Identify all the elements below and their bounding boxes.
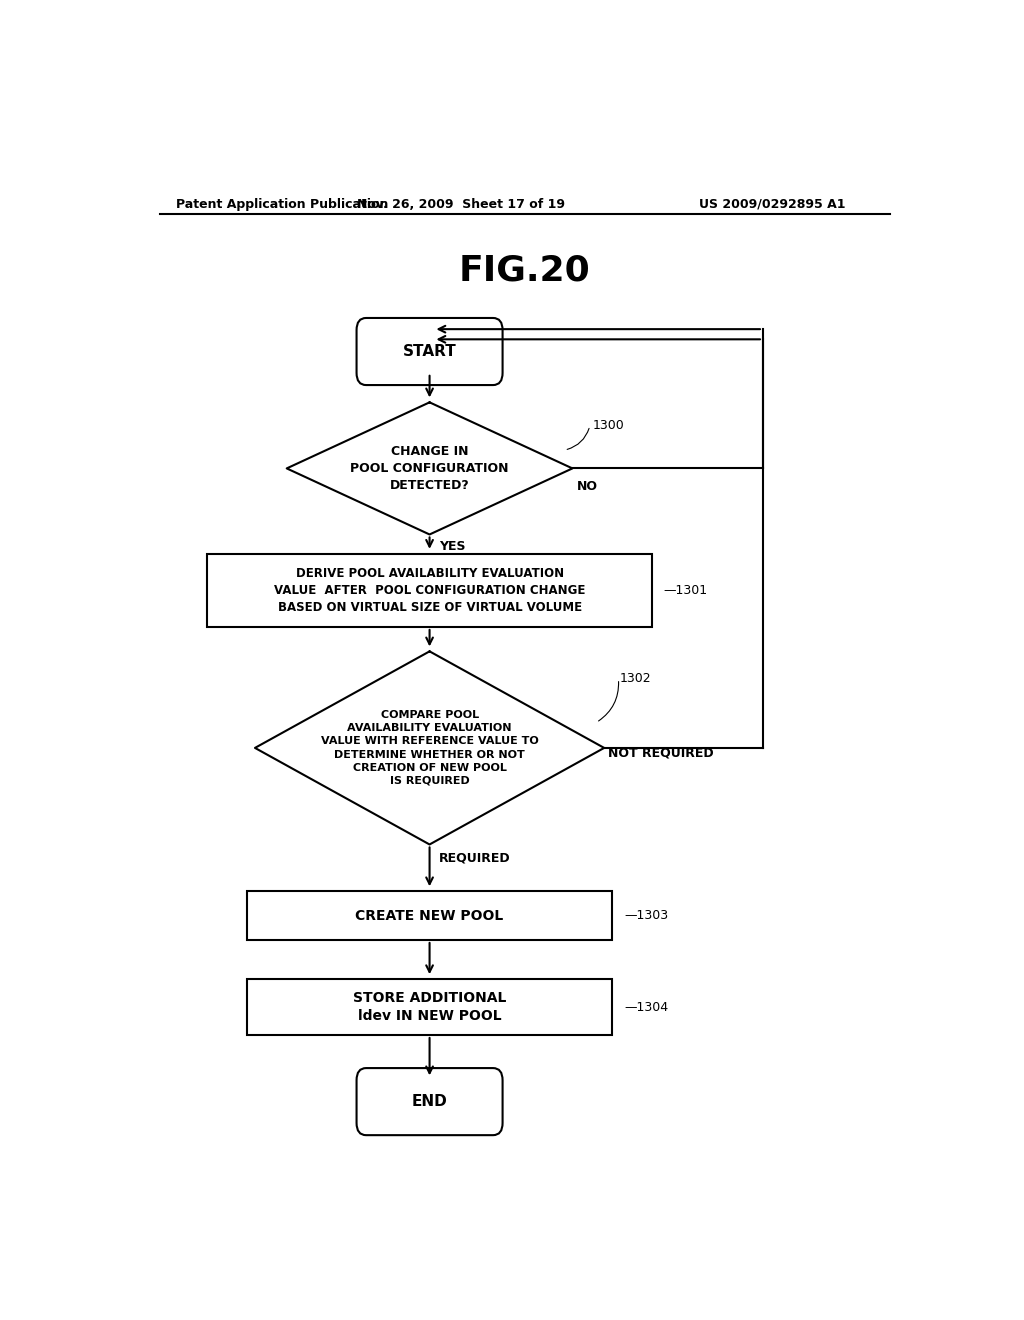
Text: CHANGE IN
POOL CONFIGURATION
DETECTED?: CHANGE IN POOL CONFIGURATION DETECTED?: [350, 445, 509, 492]
Text: FIG.20: FIG.20: [459, 253, 591, 288]
Text: —1301: —1301: [664, 583, 708, 597]
Text: REQUIRED: REQUIRED: [439, 851, 511, 865]
Text: 1300: 1300: [592, 420, 624, 432]
Text: 1302: 1302: [620, 672, 651, 685]
Text: Nov. 26, 2009  Sheet 17 of 19: Nov. 26, 2009 Sheet 17 of 19: [357, 198, 565, 211]
Text: CREATE NEW POOL: CREATE NEW POOL: [355, 908, 504, 923]
Text: START: START: [402, 345, 457, 359]
FancyBboxPatch shape: [356, 1068, 503, 1135]
Text: —1303: —1303: [624, 909, 668, 923]
Text: Patent Application Publication: Patent Application Publication: [176, 198, 388, 211]
Bar: [247, 979, 612, 1035]
Text: —1304: —1304: [624, 1001, 668, 1014]
Polygon shape: [287, 403, 572, 535]
Text: STORE ADDITIONAL
ldev IN NEW POOL: STORE ADDITIONAL ldev IN NEW POOL: [353, 991, 506, 1023]
Text: END: END: [412, 1094, 447, 1109]
Text: COMPARE POOL
AVAILABILITY EVALUATION
VALUE WITH REFERENCE VALUE TO
DETERMINE WHE: COMPARE POOL AVAILABILITY EVALUATION VAL…: [321, 710, 539, 785]
Text: US 2009/0292895 A1: US 2009/0292895 A1: [699, 198, 846, 211]
Bar: [207, 554, 652, 627]
Text: NO: NO: [577, 480, 597, 494]
Text: DERIVE POOL AVAILABILITY EVALUATION
VALUE  AFTER  POOL CONFIGURATION CHANGE
BASE: DERIVE POOL AVAILABILITY EVALUATION VALU…: [273, 566, 586, 614]
Text: NOT REQUIRED: NOT REQUIRED: [608, 747, 714, 759]
Polygon shape: [255, 651, 604, 845]
FancyBboxPatch shape: [356, 318, 503, 385]
Bar: [247, 891, 612, 940]
Text: YES: YES: [439, 540, 466, 553]
